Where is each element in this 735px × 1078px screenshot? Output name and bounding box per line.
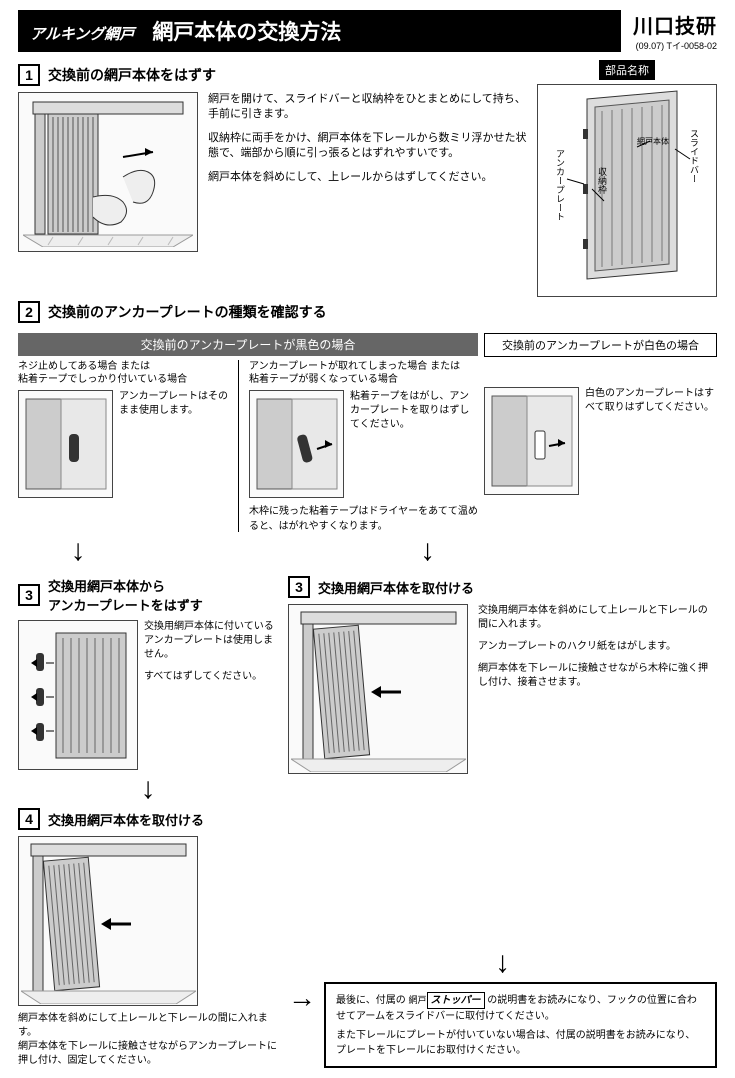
case-b: アンカープレートが取れてしまった場合 または 粘着テープが弱くなっている場合 粘…	[249, 360, 478, 532]
parts-diagram: 部品名称 アンカープレート 収納枠 網戸本体 スライドバー	[537, 60, 717, 297]
step4-figure	[18, 836, 198, 1006]
step1: 1 交換前の網戸本体をはずす 網戸を開けて、スライドバ	[18, 60, 529, 297]
header: アルキング網戸 網戸本体の交換方法 川口技研 (09.07) Tイ-0058-0…	[18, 10, 717, 52]
step3r-p1: 交換用網戸本体を斜めにして上レールと下レールの間に入れます。	[478, 604, 717, 632]
final-mid: 網戸	[408, 995, 426, 1005]
arrow-down-icon: ↓	[18, 774, 278, 804]
doc-code: (09.07) Tイ-0058-02	[633, 39, 717, 52]
step-title: 交換用網戸本体から アンカープレートをはずす	[48, 576, 203, 614]
case-a-figure	[18, 390, 113, 498]
step3l-p2: すべてはずしてください。	[144, 670, 278, 684]
arrow-down-icon: ↓	[18, 536, 138, 566]
svg-text:スライドバー: スライドバー	[689, 129, 699, 183]
case-white-caption: 白色のアンカープレートはすべて取りはずしてください。	[585, 387, 717, 415]
case-b-figure	[249, 390, 344, 498]
step-number: 1	[18, 64, 40, 86]
case-a-head: ネジ止めしてある場合 または 粘着テープでしっかり付いている場合	[18, 360, 228, 386]
step1-p1: 網戸を開けて、スライドバーと収納枠をひとまとめにして持ち、手前に引きます。	[208, 92, 529, 123]
step1-text: 網戸を開けて、スライドバーと収納枠をひとまとめにして持ち、手前に引きます。 収納…	[208, 92, 529, 252]
step4-p2: 網戸本体を下レールに接触させながらアンカープレートに押し付け、固定してください。	[18, 1040, 278, 1068]
step-number: 4	[18, 808, 40, 830]
arrow-right-icon: →	[288, 982, 316, 1014]
final-p2: また下レールにプレートが付いていない場合は、付属の説明書をお読みになり、プレート…	[336, 1028, 705, 1058]
step-number: 3	[18, 584, 40, 606]
step4-p1: 網戸本体を斜めにして上レールと下レールの間に入れます。	[18, 1012, 278, 1040]
step-title: 交換用網戸本体を取付ける	[48, 810, 204, 829]
parts-figure: アンカープレート 収納枠 網戸本体 スライドバー	[542, 89, 710, 289]
svg-text:収納枠: 収納枠	[597, 166, 607, 195]
case-a: ネジ止めしてある場合 または 粘着テープでしっかり付いている場合 アンカープレー…	[18, 360, 228, 532]
step-number: 2	[18, 301, 40, 323]
step3-right: 3 交換用網戸本体を取付ける 交換用網戸本体を斜めにして上レールと下レールの間に…	[288, 576, 717, 774]
step1-p2: 収納枠に両手をかけ、網戸本体を下レールから数ミリ浮かせた状態で、端部から順に引っ…	[208, 131, 529, 162]
case-white: 交換前のアンカープレートが白色の場合 白色のアンカープレートはすべて取りはずして…	[484, 329, 717, 532]
case-b-note: 木枠に残った粘着テープはドライヤーをあてて温めると、はがれやすくなります。	[249, 502, 478, 532]
step3r-figure	[288, 604, 468, 774]
step4: 4 交換用網戸本体を取付ける 網戸本体を斜めにして上レールと下レールの間に入れま…	[18, 808, 278, 1068]
step1-p3: 網戸本体を斜めにして、上レールからはずしてください。	[208, 170, 529, 185]
black-case-bar: 交換前のアンカープレートが黒色の場合	[18, 333, 478, 356]
step2-grid: 交換前のアンカープレートが黒色の場合 ネジ止めしてある場合 または 粘着テープで…	[18, 329, 717, 532]
step-title: 交換用網戸本体を取付ける	[318, 578, 474, 597]
brand-block: 川口技研 (09.07) Tイ-0058-02	[633, 10, 717, 52]
step1-figure	[18, 92, 198, 252]
case-b-caption: 粘着テープをはがし、アンカープレートを取りはずしてください。	[350, 390, 478, 432]
subtitle: アルキング網戸	[30, 23, 134, 44]
step3r-p2: アンカープレートのハクリ紙をはがします。	[478, 640, 717, 654]
stopper-logo: ストッパー	[427, 992, 485, 1009]
title: 網戸本体の交換方法	[152, 16, 341, 46]
case-a-caption: アンカープレートはそのまま使用します。	[119, 390, 228, 418]
arrow-down-icon: ↓	[288, 948, 717, 978]
step3r-p3: 網戸本体を下レールに接触させながら木枠に強く押し付け、接着させます。	[478, 662, 717, 690]
step3l-p1: 交換用網戸本体に付いているアンカープレートは使用しません。	[144, 620, 278, 662]
case-white-figure	[484, 387, 579, 495]
svg-text:アンカープレート: アンカープレート	[555, 149, 565, 221]
step-title: 交換前の網戸本体をはずす	[48, 65, 216, 85]
arrow-down-icon: ↓	[138, 536, 717, 566]
step-number: 3	[288, 576, 310, 598]
title-bar: アルキング網戸 網戸本体の交換方法	[18, 10, 621, 52]
brand-logo: 川口技研	[633, 10, 717, 39]
final-note: 最後に、付属の 網戸ストッパー の説明書をお読みになり、フックの位置に合わせてア…	[324, 982, 717, 1068]
final-row: → 最後に、付属の 網戸ストッパー の説明書をお読みになり、フックの位置に合わせ…	[288, 982, 717, 1068]
parts-title: 部品名称	[599, 60, 655, 80]
case-b-head: アンカープレートが取れてしまった場合 または 粘着テープが弱くなっている場合	[249, 360, 478, 386]
final-pre: 最後に、付属の	[336, 995, 406, 1006]
white-case-bar: 交換前のアンカープレートが白色の場合	[484, 333, 717, 357]
step-title: 交換前のアンカープレートの種類を確認する	[48, 302, 327, 322]
step3-left: 3 交換用網戸本体から アンカープレートをはずす 交換用網戸本体に付いているアン…	[18, 576, 278, 770]
step3l-figure	[18, 620, 138, 770]
